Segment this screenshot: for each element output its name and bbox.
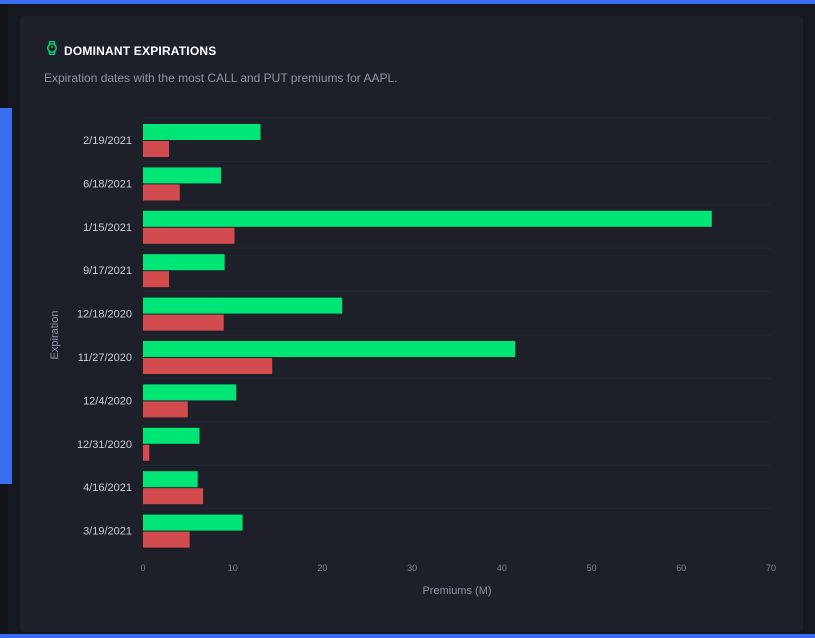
y-tick-label: 2/19/2021 xyxy=(83,135,132,147)
put-bar[interactable] xyxy=(143,444,150,461)
y-tick-label: 12/18/2020 xyxy=(77,309,132,321)
put-bar[interactable] xyxy=(143,141,170,157)
put-bar[interactable] xyxy=(143,314,224,331)
y-tick-label: 4/16/2021 xyxy=(83,482,132,494)
y-tick-label: 1/15/2021 xyxy=(83,222,132,234)
call-bar[interactable] xyxy=(143,124,261,140)
y-tick-label: 6/18/2021 xyxy=(83,178,132,190)
watch-icon xyxy=(46,40,58,60)
x-tick-label: 50 xyxy=(587,563,597,573)
call-bar[interactable] xyxy=(143,427,200,444)
x-tick-label: 0 xyxy=(140,563,145,573)
y-tick-label: 3/19/2021 xyxy=(83,526,132,538)
call-bar[interactable] xyxy=(143,341,516,357)
y-tick-label: 11/27/2020 xyxy=(78,352,132,364)
card-subtitle: Expiration dates with the most CALL and … xyxy=(44,71,398,85)
put-bar[interactable] xyxy=(143,488,204,505)
plot-area: 2/19/2021 6/18/2021 1/15/2021 9/17/2021 12/1… xyxy=(77,117,776,573)
x-tick-label: 10 xyxy=(228,563,238,573)
put-bar[interactable] xyxy=(143,227,235,244)
x-tick-label: 40 xyxy=(497,563,507,573)
put-bar[interactable] xyxy=(143,358,273,374)
call-bar[interactable] xyxy=(143,514,243,531)
x-tick-label: 20 xyxy=(317,563,327,573)
put-bar[interactable] xyxy=(143,531,190,548)
y-tick-label: 12/4/2020 xyxy=(83,395,132,407)
x-axis-label: Premiums (M) xyxy=(422,585,491,597)
y-tick-label: 12/31/2020 xyxy=(77,439,132,451)
call-bar[interactable] xyxy=(143,384,237,401)
frame-left-accent xyxy=(0,108,12,484)
frame-top-border xyxy=(0,0,815,4)
x-tick-label: 60 xyxy=(676,563,686,573)
x-tick-label: 70 xyxy=(766,563,776,573)
put-bar[interactable] xyxy=(143,401,188,418)
card-header: DOMINANT EXPIRATIONS xyxy=(46,40,217,60)
x-tick-label: 30 xyxy=(407,563,417,573)
y-axis-label: Expiration xyxy=(49,311,61,360)
frame-left-dark-lower xyxy=(0,484,8,634)
frame-bottom-border xyxy=(0,634,815,638)
frame-left-dark xyxy=(0,4,8,108)
call-bar[interactable] xyxy=(143,471,198,488)
y-tick-label: 9/17/2021 xyxy=(83,265,132,277)
card-title: DOMINANT EXPIRATIONS xyxy=(64,43,217,58)
put-bar[interactable] xyxy=(143,184,180,201)
put-bar[interactable] xyxy=(143,271,170,288)
call-bar[interactable] xyxy=(143,167,222,184)
call-bar[interactable] xyxy=(143,210,712,227)
call-bar[interactable] xyxy=(143,297,343,314)
call-bar[interactable] xyxy=(143,254,225,271)
